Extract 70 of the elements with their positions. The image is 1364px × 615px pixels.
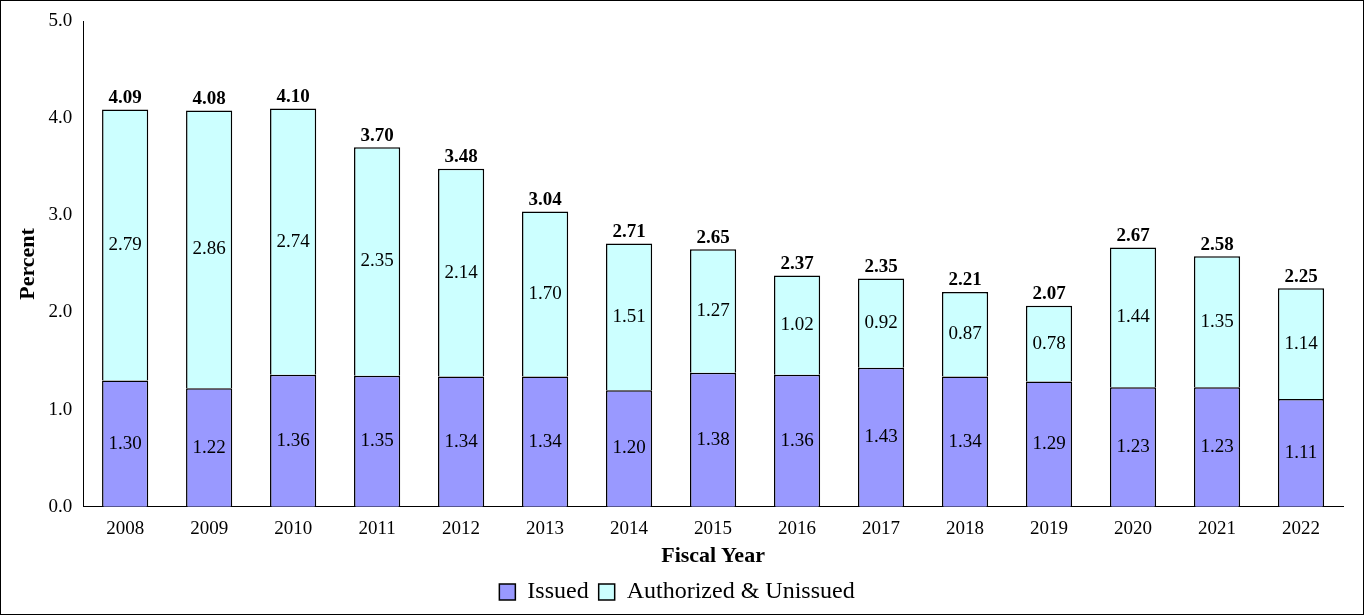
x-tick-label: 2013	[526, 517, 565, 539]
y-tick-label: 2.0	[48, 300, 73, 322]
text: 1.35	[360, 429, 394, 451]
x-tick-label: 2015	[694, 517, 733, 539]
text: 1.23	[1116, 435, 1150, 457]
x-tick-label: 2014	[610, 517, 649, 539]
text: 1.20	[612, 436, 646, 458]
text: 1.34	[948, 429, 982, 451]
total-label: 3.70	[360, 123, 394, 145]
text: 1.44	[1116, 305, 1150, 327]
text: 0.87	[948, 322, 982, 344]
text: 1.34	[528, 429, 562, 451]
text: 0.78	[1032, 331, 1066, 353]
text: 1.23	[1200, 435, 1234, 457]
y-tick-label: 5.0	[48, 8, 73, 30]
total-label: 4.10	[276, 84, 310, 106]
total-label: 2.58	[1200, 232, 1234, 254]
text: 1.22	[192, 435, 226, 457]
x-axis-title: Fiscal Year	[661, 542, 766, 568]
total-label: 2.65	[696, 225, 730, 247]
legend-label: Issued	[527, 577, 589, 604]
text: 1.29	[1032, 432, 1066, 454]
total-label: 2.71	[612, 219, 646, 241]
text: 1.51	[612, 304, 646, 326]
x-tick-label: 2011	[358, 517, 396, 539]
total-label: 2.07	[1032, 282, 1067, 304]
total-label: 2.37	[780, 251, 815, 273]
text: 2.86	[192, 237, 226, 259]
text: 1.35	[1200, 309, 1234, 331]
text: 1.30	[108, 431, 142, 453]
y-axis-title: Percent	[13, 227, 39, 300]
x-tick-label: 2020	[1114, 517, 1153, 539]
total-label: 4.09	[108, 85, 142, 107]
text: 1.38	[696, 427, 730, 449]
total-label: 3.48	[444, 145, 478, 167]
text: 0.92	[864, 311, 898, 333]
x-tick-label: 2022	[1282, 517, 1321, 539]
y-tick-label: 4.0	[48, 106, 73, 128]
y-tick-label: 1.0	[48, 397, 73, 419]
x-tick-label: 2019	[1030, 517, 1069, 539]
text: 1.70	[528, 282, 562, 303]
x-tick-label: 2021	[1198, 517, 1237, 539]
x-tick-label: 2009	[190, 517, 229, 539]
x-tick-label: 2010	[274, 517, 313, 539]
text: 1.27	[696, 299, 730, 321]
legend-label: Authorized & Unissued	[626, 577, 855, 604]
text: 1.34	[444, 429, 478, 451]
x-tick-label: 2016	[778, 517, 817, 539]
x-tick-label: 2018	[946, 517, 985, 539]
text: 2.14	[444, 260, 478, 282]
y-tick-label: 3.0	[48, 203, 73, 225]
total-label: 3.04	[528, 187, 563, 209]
text: 2.35	[360, 249, 394, 271]
text: 1.43	[864, 425, 898, 447]
x-tick-label: 2012	[442, 517, 481, 539]
text: 1.14	[1284, 331, 1318, 353]
text: 1.36	[276, 428, 310, 450]
x-tick-label: 2017	[862, 517, 901, 539]
text: 1.11	[1284, 440, 1318, 462]
total-label: 4.08	[192, 86, 226, 108]
total-label: 2.35	[864, 254, 898, 276]
text: 1.02	[780, 313, 814, 335]
x-tick-label: 2008	[106, 517, 145, 539]
y-tick-label: 0.0	[48, 494, 73, 516]
total-label: 2.67	[1116, 223, 1151, 245]
text: 2.74	[276, 229, 310, 251]
total-label: 2.21	[948, 268, 982, 290]
total-label: 2.25	[1284, 264, 1318, 286]
text: 2.79	[108, 232, 142, 254]
text: 1.36	[780, 428, 814, 450]
